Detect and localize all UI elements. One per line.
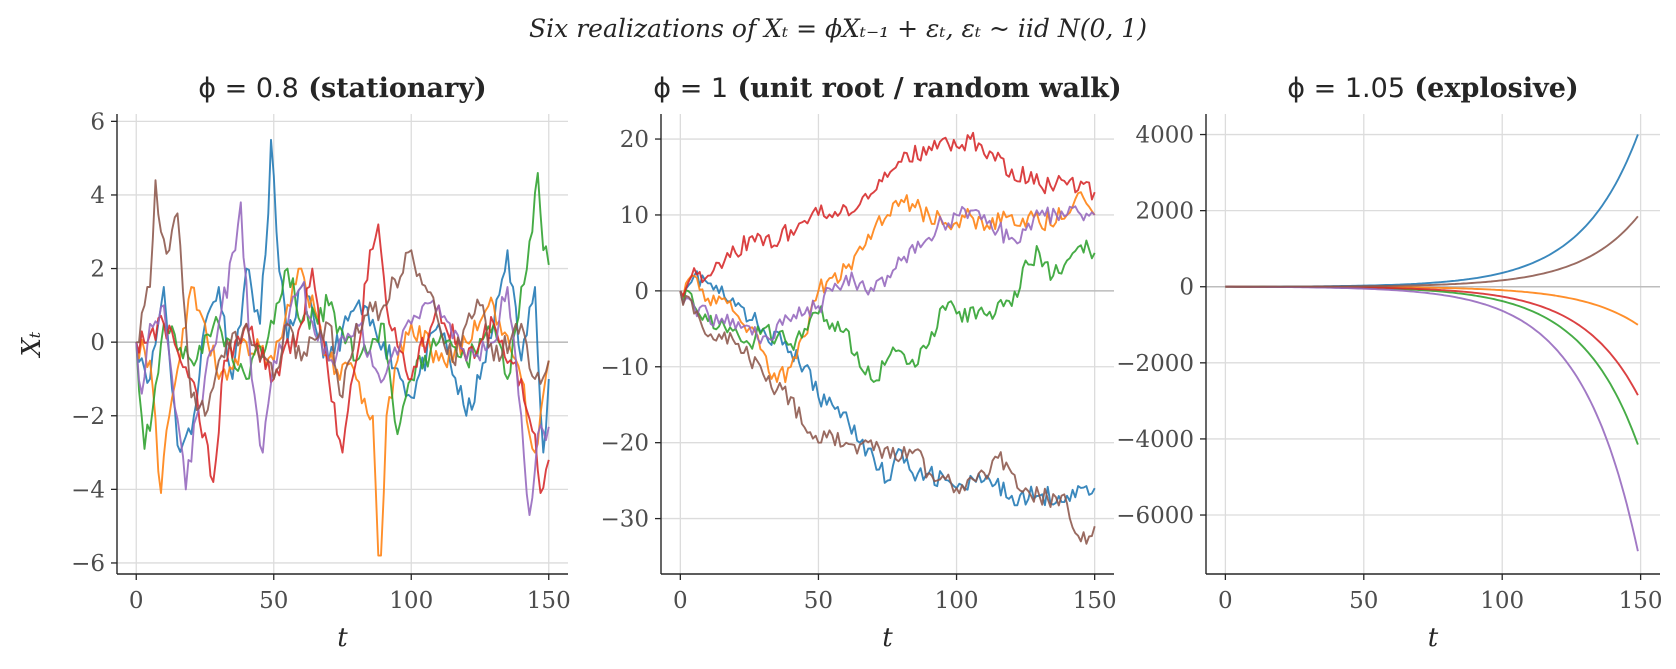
series-line-2 [135,267,550,557]
y-tick-label: −6 [71,551,105,577]
panel-1: 0 50 100 150 −6 −4 −2 0 2 4 6 ϕ = 0.8 (stationary) t… [17,73,571,653]
y-tick-label: 0 [634,279,649,305]
y-tick-label: −2 [71,404,105,430]
x-tick-label: 50 [259,588,288,614]
series-line-5 [679,205,1096,345]
y-tick-label: 2000 [1135,199,1194,225]
series-line-1 [679,270,1096,507]
x-tick-label: 150 [527,588,571,614]
series-line-6 [1225,215,1639,288]
y-tick-label: 6 [90,109,105,135]
panel-title: ϕ = 1 (unit root / random walk) [653,73,1121,104]
y-tick-label: −20 [600,431,649,457]
x-axis-label: t [337,623,348,653]
x-tick-label: 150 [1073,588,1117,614]
x-tick-label: 0 [129,588,144,614]
panel-title: ϕ = 1.05 (explosive) [1287,73,1578,104]
y-tick-label: 4 [90,183,105,209]
figure-title: Six realizations of Xₜ = ϕXₜ₋₁ + εₜ, εₜ … [529,14,1147,43]
series-line-4 [135,223,550,494]
panel-2: 0 50 100 150 −30 −20 −10 0 10 20ϕ = 1 (unit root … [600,73,1121,653]
x-tick-label: 50 [804,588,833,614]
panel-title-text: (unit root / random walk) [728,73,1122,104]
series-line-5 [135,201,550,517]
panel-title-math: ϕ = 0.8 [198,73,299,104]
panel-title-text: (explosive) [1405,73,1579,104]
panel-title-math: ϕ = 1 [653,73,728,104]
x-tick-label: 0 [1218,588,1233,614]
panel-title: ϕ = 0.8 (stationary) [198,73,486,104]
series-line-5 [1225,285,1639,552]
series-line-6 [679,290,1096,545]
y-tick-label: −10 [600,355,649,381]
x-tick-label: 50 [1349,588,1378,614]
panel-3: 0 50 100 150 −6000 −4000 −2000 0 2000 4000 ϕ = 1.0… [1116,73,1662,653]
y-tick-label: 0 [1179,275,1194,301]
y-tick-label: −4000 [1116,427,1194,453]
panel-title-text: (stationary) [299,73,487,104]
x-axis-label: t [882,623,893,653]
y-tick-label: 4000 [1135,123,1194,149]
x-tick-label: 0 [673,588,688,614]
y-tick-label: −2000 [1116,351,1194,377]
x-tick-label: 100 [935,588,979,614]
panel-title-math: ϕ = 1.05 [1287,73,1405,104]
y-tick-label: −4 [71,477,105,503]
series-line-4 [679,131,1096,297]
x-tick-label: 100 [389,588,433,614]
series-line-2 [1225,285,1639,326]
x-axis-label: t [1428,623,1439,653]
series-line-3 [1225,285,1639,445]
y-tick-label: 10 [620,203,649,229]
y-tick-label: 20 [620,127,649,153]
y-tick-label: −30 [600,507,649,533]
series-line-3 [135,171,550,450]
y-tick-label: 0 [90,330,105,356]
series-line-3 [679,239,1096,383]
x-tick-label: 150 [1619,588,1663,614]
y-tick-label: −6000 [1116,503,1194,529]
x-tick-label: 100 [1480,588,1524,614]
series-line-6 [136,179,550,417]
y-tick-label: 2 [90,257,105,283]
y-axis-label: Xₜ [17,331,47,359]
